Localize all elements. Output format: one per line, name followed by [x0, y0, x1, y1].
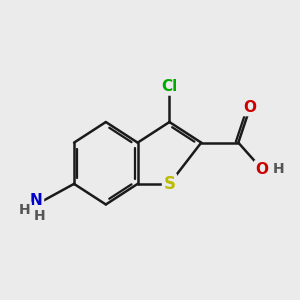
Text: S: S [164, 175, 175, 193]
Text: H: H [19, 203, 30, 217]
Text: Cl: Cl [161, 79, 178, 94]
Text: O: O [255, 162, 268, 177]
Text: H: H [34, 209, 45, 223]
Text: N: N [30, 194, 43, 208]
Text: H: H [272, 162, 284, 176]
Text: O: O [244, 100, 256, 115]
